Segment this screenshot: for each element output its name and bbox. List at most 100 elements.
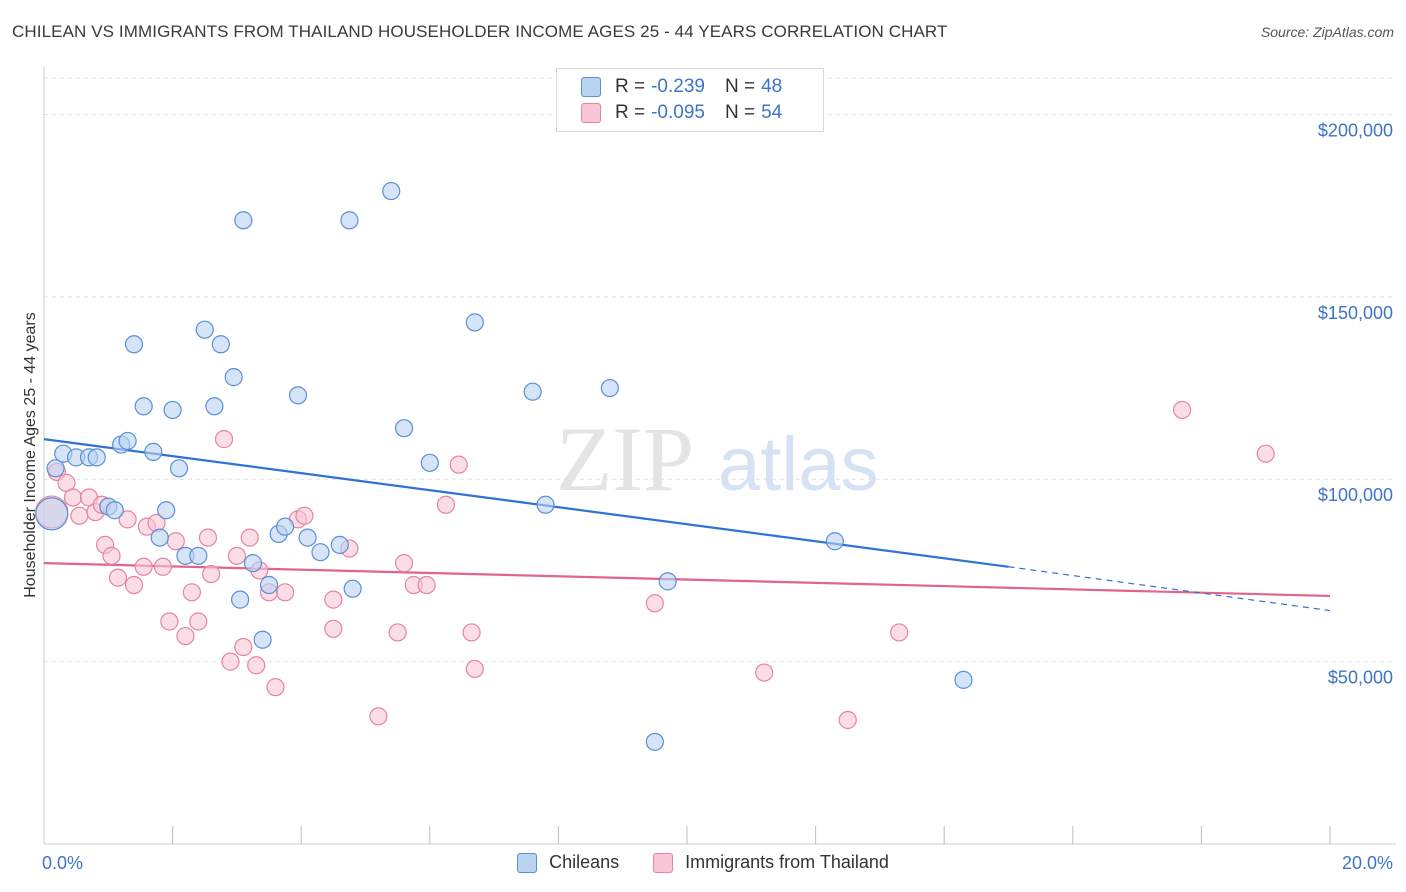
point-chilean — [658, 572, 677, 591]
point-chilean — [394, 419, 414, 438]
legend-n-label: N = — [724, 76, 756, 97]
legend-r-label: R = — [615, 76, 646, 97]
point-thailand — [227, 546, 246, 565]
point-chilean — [134, 397, 153, 416]
point-chilean — [231, 590, 250, 609]
y-tick-label: $150,000 — [1318, 303, 1393, 323]
watermark-zip: ZIP — [556, 408, 694, 510]
tick-labels: $50,000 $100,000 $150,000 $200,000 0.0% 20.0% — [42, 120, 1393, 873]
legend-swatch-blue — [581, 77, 601, 97]
legend-r-value: -0.095 — [651, 102, 705, 123]
legend-swatch-pink — [581, 103, 601, 123]
point-thailand — [295, 506, 314, 525]
point-chilean — [150, 528, 169, 547]
watermark: ZIP atlas — [556, 408, 879, 510]
point-chilean — [954, 670, 973, 689]
point-chilean — [311, 543, 330, 562]
y-tick-label: $100,000 — [1318, 485, 1393, 505]
y-axis-title: Householder Income Ages 25 - 44 years — [22, 312, 39, 598]
point-thailand — [221, 652, 240, 671]
point-chilean — [169, 459, 189, 478]
point-thailand — [247, 656, 266, 675]
point-thailand — [1256, 444, 1275, 463]
point-chilean — [144, 442, 163, 461]
point-thailand — [465, 659, 484, 679]
legend-r-label: R = — [615, 102, 646, 123]
point-chilean — [343, 579, 362, 598]
point-thailand — [1173, 400, 1192, 420]
point-chilean — [259, 575, 279, 595]
point-thailand — [266, 678, 285, 697]
point-chilean — [157, 501, 176, 520]
point-chilean — [645, 732, 664, 751]
point-chilean — [600, 378, 619, 398]
legend-label-thailand: Immigrants from Thailand — [685, 852, 889, 872]
point-thailand — [324, 590, 343, 609]
point-thailand — [189, 612, 208, 631]
point-thailand — [838, 710, 857, 730]
chart-title: CHILEAN VS IMMIGRANTS FROM THAILAND HOUS… — [12, 22, 948, 41]
point-chilean — [536, 495, 555, 514]
point-chilean — [124, 335, 144, 354]
trend-line-chileans — [43, 438, 1009, 568]
point-chilean — [253, 630, 272, 649]
legend-n-value: 48 — [761, 76, 783, 97]
point-chilean — [46, 459, 65, 478]
point-chilean — [118, 431, 137, 451]
point-chilean — [276, 517, 295, 536]
point-thailand — [176, 626, 195, 646]
point-thailand — [276, 583, 295, 602]
point-thailand — [198, 528, 218, 547]
point-chilean — [340, 211, 359, 230]
point-chilean — [195, 320, 214, 339]
source-label: Source: ZipAtlas.com — [1260, 24, 1394, 40]
point-thailand — [70, 506, 89, 525]
legend-label-chileans: Chileans — [549, 852, 620, 872]
point-chilean — [189, 546, 208, 565]
point-chilean — [224, 368, 243, 387]
point-thailand — [202, 564, 221, 584]
data-points — [35, 181, 1275, 751]
point-thailand — [436, 495, 455, 514]
axes — [43, 66, 1396, 845]
x-tick-label: 0.0% — [42, 853, 83, 873]
legend-item-thailand[interactable]: Immigrants from Thailand — [653, 852, 889, 873]
point-thailand — [240, 528, 259, 547]
point-chilean — [420, 453, 439, 472]
legend-swatch-blue — [517, 852, 538, 873]
point-thailand — [324, 619, 343, 638]
point-chilean — [298, 528, 317, 547]
trend-line-thailand — [43, 562, 1331, 598]
point-thailand — [160, 612, 179, 631]
point-chilean — [234, 211, 253, 230]
point-chilean — [382, 181, 401, 201]
point-thailand — [153, 557, 173, 576]
legend-row-chileans: R = -0.239 N = 48 — [581, 75, 782, 99]
legend-swatch-pink — [653, 852, 674, 873]
point-chilean — [105, 501, 124, 520]
legend-row-thailand: R = -0.095 N = 54 — [581, 101, 782, 125]
point-thailand — [118, 510, 137, 529]
point-thailand — [214, 430, 234, 449]
y-tick-label: $200,000 — [1318, 120, 1393, 140]
watermark-atlas: atlas — [718, 422, 879, 507]
point-thailand — [102, 546, 121, 565]
legend-item-chileans[interactable]: Chileans — [517, 852, 619, 873]
point-thailand — [394, 554, 414, 573]
point-thailand — [182, 583, 201, 602]
point-thailand — [134, 557, 153, 576]
legend-n-label: N = — [724, 102, 756, 123]
point-chilean — [211, 335, 230, 354]
y-tick-label: $50,000 — [1328, 668, 1393, 688]
point-thailand — [388, 623, 407, 642]
point-chilean — [288, 386, 308, 405]
point-chilean — [243, 554, 263, 573]
point-thailand — [417, 575, 436, 595]
point-thailand — [462, 623, 481, 642]
point-chilean — [163, 400, 182, 420]
point-chilean — [330, 535, 349, 554]
legend-r-value: -0.239 — [651, 76, 705, 97]
legend-n-value: 54 — [761, 102, 783, 123]
point-thailand — [755, 663, 774, 682]
